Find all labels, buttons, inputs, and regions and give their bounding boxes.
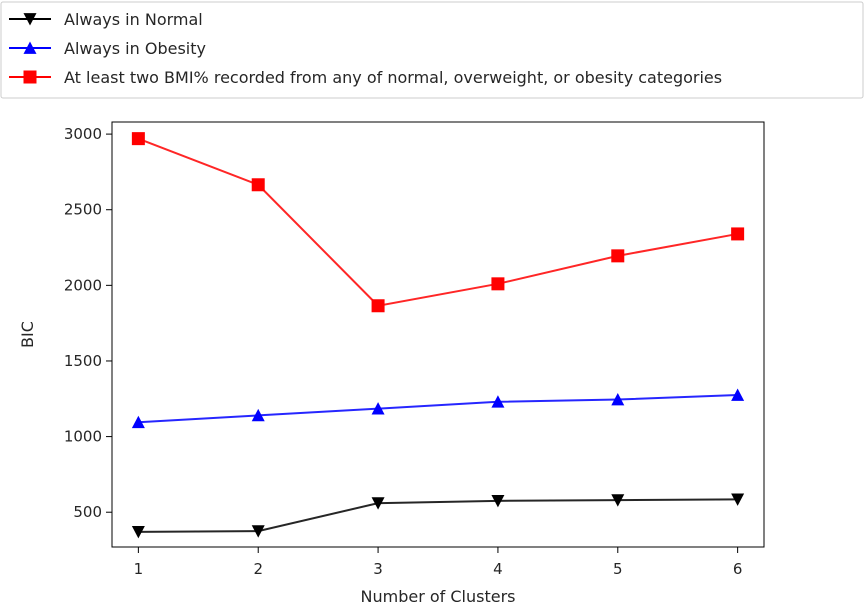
y-tick-label: 3000	[64, 125, 102, 143]
plot-area: 1 2 3 4 5 6 500 1000 1500 2000 2500 3000	[64, 121, 765, 578]
y-tick-label: 500	[73, 503, 102, 521]
data-point	[611, 249, 625, 263]
data-point	[731, 388, 745, 401]
y-tick-label: 2500	[64, 201, 102, 219]
series-2	[131, 388, 745, 429]
x-tick-label: 4	[493, 560, 503, 578]
x-tick-label: 2	[253, 560, 263, 578]
legend-label: Always in Normal	[64, 10, 203, 29]
y-tick-label: 2000	[64, 276, 102, 294]
plot-frame	[111, 121, 765, 548]
series-layer	[131, 132, 745, 539]
data-point	[371, 497, 385, 510]
data-point	[131, 415, 145, 429]
legend-marker	[23, 13, 37, 26]
series-1	[131, 493, 745, 539]
series-line	[138, 393, 738, 424]
legend-label: At least two BMI% recorded from any of n…	[64, 68, 722, 87]
legend: Always in Normal Always in Obesity At leas…	[0, 1, 864, 99]
x-tick-label: 1	[134, 560, 144, 578]
data-point	[251, 408, 265, 422]
data-point	[131, 526, 145, 539]
data-point	[491, 495, 505, 508]
data-point	[371, 402, 385, 415]
legend-entry-3: At least two BMI% recorded from any of n…	[9, 68, 722, 87]
data-point	[611, 494, 625, 507]
series-line	[138, 498, 738, 533]
legend-marker	[23, 70, 37, 84]
legend-marker	[23, 41, 37, 54]
data-point	[491, 277, 505, 291]
data-point	[491, 395, 505, 408]
x-axis: 1 2 3 4 5 6	[134, 547, 743, 578]
series-line	[138, 137, 738, 307]
legend-entry-2: Always in Obesity	[9, 39, 206, 58]
data-point	[251, 525, 265, 538]
data-point	[251, 178, 265, 192]
y-tick-label: 1500	[64, 352, 102, 370]
y-axis-label: BIC	[18, 321, 37, 348]
y-tick-label: 1000	[64, 428, 102, 446]
legend-frame	[0, 1, 864, 99]
x-tick-label: 6	[733, 560, 743, 578]
data-point	[731, 493, 745, 506]
x-tick-label: 5	[613, 560, 623, 578]
x-tick-label: 3	[373, 560, 383, 578]
x-axis-label: Number of Clusters	[361, 587, 516, 606]
y-axis: 500 1000 1500 2000 2500 3000	[64, 125, 112, 521]
data-point	[131, 132, 145, 146]
series-3	[131, 132, 745, 313]
legend-entry-1: Always in Normal	[9, 10, 203, 29]
legend-label: Always in Obesity	[64, 39, 206, 58]
data-point	[611, 393, 625, 406]
data-point	[731, 227, 745, 241]
data-point	[371, 299, 385, 313]
